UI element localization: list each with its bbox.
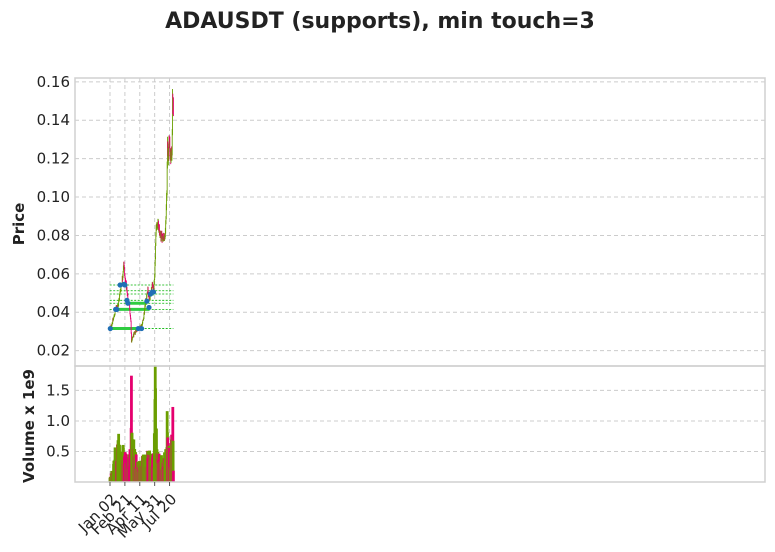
touch-point (146, 304, 152, 311)
volume-tick-label: 1.5 (46, 381, 70, 399)
volume-y-label: Volume x 1e9 (20, 369, 38, 483)
touch-point (114, 306, 120, 312)
touch-point (138, 325, 145, 332)
volume-tick-label: 0.5 (46, 442, 70, 460)
support-touch-points (107, 281, 157, 332)
volume-grid (75, 366, 765, 482)
volume-y-ticks: 0.5 1.0 1.5 (46, 381, 70, 460)
touch-point (144, 298, 150, 304)
price-tick-label: 0.06 (37, 265, 70, 283)
price-y-ticks: 0.02 0.04 0.06 0.08 0.10 0.12 0.14 0.16 (37, 73, 70, 360)
volume-tick-label: 1.0 (46, 412, 70, 430)
support-guide-lines (109, 284, 174, 329)
price-tick-label: 0.02 (37, 342, 70, 360)
price-tick-label: 0.14 (37, 111, 70, 129)
touch-point (117, 282, 123, 288)
touch-point (125, 300, 131, 306)
volume-panel: 0.5 1.0 1.5 Volume x 1e9 (20, 365, 766, 483)
touch-point (150, 289, 157, 295)
price-tick-label: 0.12 (37, 150, 70, 168)
volume-bar (167, 447, 171, 482)
price-panel: 0.02 0.04 0.06 0.08 0.10 0.12 0.14 0.16 Price (10, 73, 766, 367)
volume-bar (134, 454, 138, 482)
price-tick-label: 0.16 (37, 73, 70, 91)
chart-title: ADAUSDT (supports), min touch=3 (165, 9, 595, 34)
volume-panel-frame (74, 365, 766, 483)
volume-bar (130, 375, 133, 482)
price-tick-label: 0.04 (37, 303, 70, 321)
price-y-label: Price (10, 203, 28, 246)
price-tick-label: 0.08 (37, 226, 70, 244)
touch-point (107, 325, 113, 332)
touch-point (122, 282, 128, 288)
price-grid (75, 78, 765, 366)
price-panel-frame (74, 77, 766, 367)
volume-bars (108, 365, 175, 482)
volume-bar (172, 470, 175, 482)
price-tick-label: 0.10 (37, 188, 70, 206)
volume-bar (171, 440, 175, 482)
